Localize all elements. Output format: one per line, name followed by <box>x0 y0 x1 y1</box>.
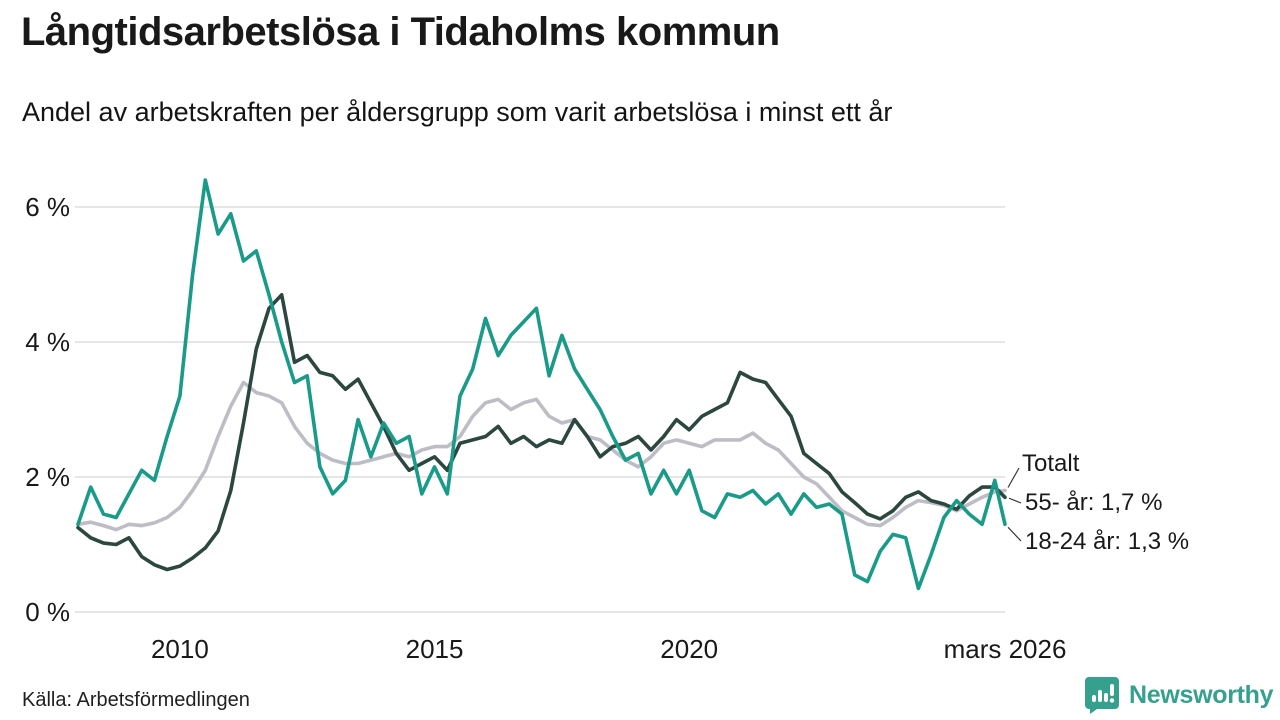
y-tick-label-0: 0 % <box>25 597 70 627</box>
series-label-totalt: Totalt <box>1022 450 1080 477</box>
newsworthy-logo-icon <box>1085 677 1119 714</box>
x-tick-label-mars-2026: mars 2026 <box>944 634 1067 664</box>
newsworthy-logo-text: Newsworthy <box>1129 680 1274 709</box>
x-tick-label-2010: 2010 <box>151 634 209 664</box>
series-line-18-24-år <box>76 178 1007 591</box>
y-tick-label-4: 4 % <box>25 327 70 357</box>
series-line-Totalt <box>76 380 1007 532</box>
x-tick-label-2015: 2015 <box>406 634 464 664</box>
source-credit: Källa: Arbetsförmedlingen <box>22 689 250 711</box>
connector-totalt <box>1007 467 1020 488</box>
chart-subtitle: Andel av arbetskraften per åldersgrupp s… <box>22 97 893 127</box>
series-line-55--år <box>76 292 1007 572</box>
y-tick-label-6: 6 % <box>25 192 70 222</box>
newsworthy-logo: Newsworthy <box>1084 676 1274 714</box>
series-label-18-24: 18-24 år: 1,3 % <box>1025 528 1190 555</box>
series-label-55: 55- år: 1,7 % <box>1025 489 1163 516</box>
connector-18-24 <box>1007 526 1022 542</box>
connector-55 <box>1008 497 1022 504</box>
x-tick-label-2020: 2020 <box>660 634 718 664</box>
page-title: Långtidsarbetslösa i Tidaholms kommun <box>21 10 780 54</box>
y-tick-label-2: 2 % <box>25 462 70 492</box>
